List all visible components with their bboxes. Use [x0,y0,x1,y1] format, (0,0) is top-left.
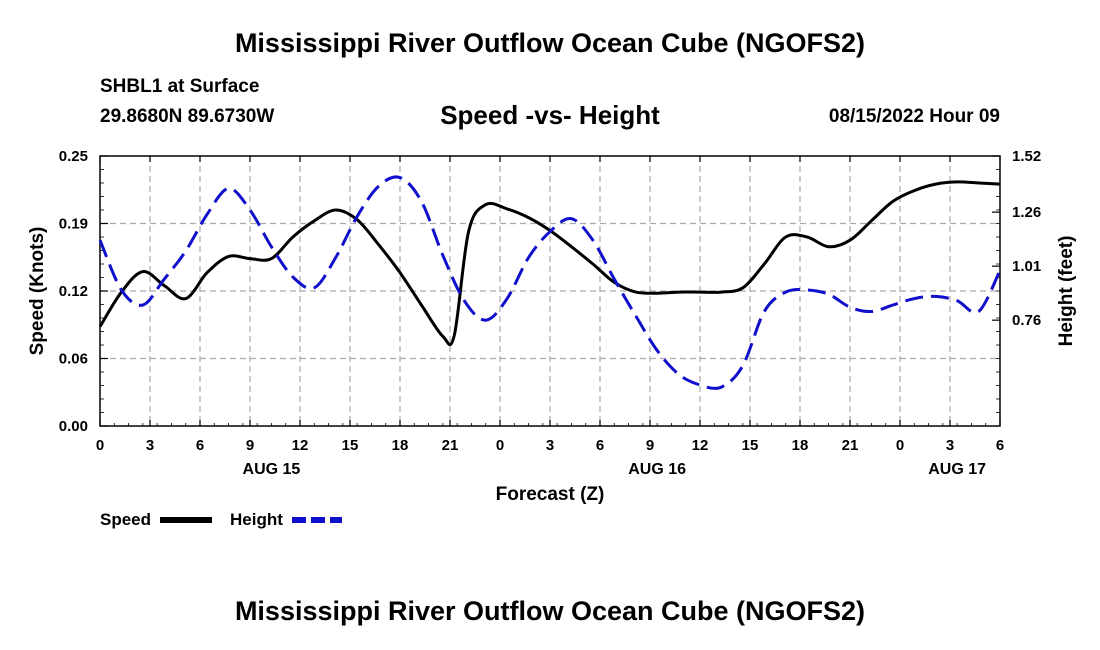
y-tick-label: 0.06 [59,351,88,368]
x-tick-label: 15 [342,437,359,454]
x-tick-label: 21 [442,437,459,454]
x-axis-label: Forecast (Z) [496,484,605,505]
main-title: Mississippi River Outflow Ocean Cube (NG… [234,28,866,58]
main-title-repeat: Mississippi River Outflow Ocean Cube (NG… [234,596,866,626]
chart-subtitle: Speed -vs- Height [440,100,660,130]
height-series-line [98,175,1002,390]
x-tick-label: 18 [392,437,409,454]
x-tick-label: 15 [742,437,759,454]
x-tick-label: 0 [896,437,904,454]
day-label: AUG 17 [928,461,986,478]
x-tick-label: 12 [292,437,309,454]
y2-tick-label: 1.26 [1012,204,1041,221]
x-tick-label: 0 [496,437,504,454]
y2-tick-label: 1.01 [1012,258,1041,275]
data-series [98,175,1002,390]
y2-tick-label: 1.52 [1012,148,1041,165]
legend-height-label: Height [230,510,283,529]
x-tick-label: 9 [646,437,654,454]
speed-series-line [98,180,1001,347]
legend: Speed Height [100,510,342,529]
x-tick-label: 6 [196,437,204,454]
y2-tick-label: 0.76 [1012,312,1041,329]
day-label: AUG 16 [628,461,686,478]
x-tick-label: 3 [546,437,554,454]
legend-speed-label: Speed [100,510,151,529]
grid-lines [100,156,1000,426]
y-tick-label: 0.25 [59,148,88,165]
x-tick-label: 3 [146,437,154,454]
y-tick-label: 0.19 [59,216,88,233]
x-tick-label: 0 [96,437,104,454]
x-tick-label: 6 [996,437,1004,454]
day-label: AUG 15 [243,461,301,478]
x-tick-label: 3 [946,437,954,454]
x-tick-label: 18 [792,437,809,454]
station-label: SHBL1 at Surface [100,76,260,97]
x-tick-label: 21 [842,437,859,454]
y-tick-label: 0.12 [59,283,88,300]
y-axis-label: Speed (Knots) [27,227,48,356]
axis-ticks: 0 3 6 9 12 15 18 21 0 3 6 9 12 15 18 21 0 3 6 AUG 15 AUG 16 A… [59,148,1041,478]
coordinates-label: 29.8680N 89.6730W [100,106,275,127]
y2-axis-label: Height (feet) [1056,236,1077,347]
x-tick-label: 9 [246,437,254,454]
x-tick-label: 12 [692,437,709,454]
x-tick-label: 6 [596,437,604,454]
y-tick-label: 0.00 [59,418,88,435]
forecast-date-label: 08/15/2022 Hour 09 [828,106,1000,127]
